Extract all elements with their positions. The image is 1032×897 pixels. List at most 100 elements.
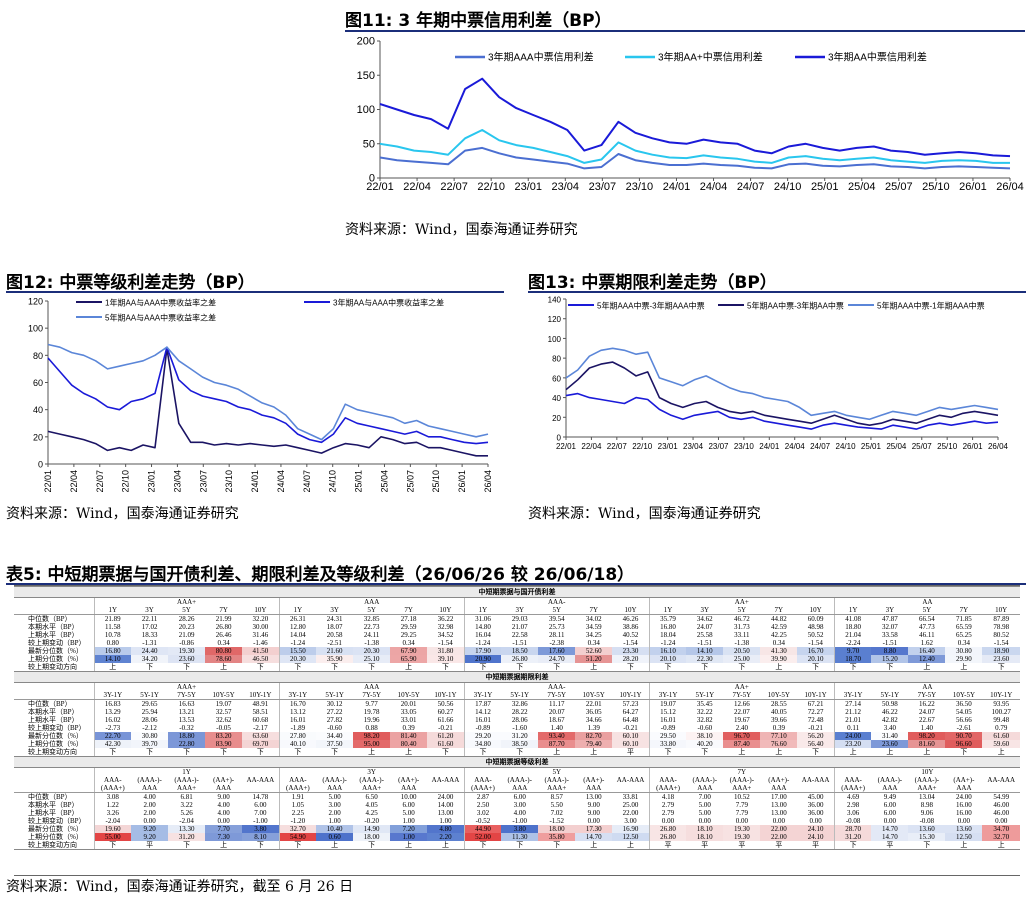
table5-section-2-cell: 87.70	[538, 740, 576, 748]
table5-section-3-cell: 9.00	[217, 792, 230, 801]
table5-section-1-cell: 0.34	[957, 639, 971, 647]
table5-section-1-cell: 22.58	[511, 631, 528, 639]
table5-section-3-cell: 2.00	[143, 809, 156, 817]
table5-section-2-cell: 61.60	[427, 740, 465, 748]
table5-section-3-cell: 7.02	[550, 809, 563, 817]
table5-section-2-cell: -0.60	[697, 724, 713, 732]
table5-title-rule	[6, 583, 1026, 585]
table5-section-2-row-1: 中位数（BP） 16.83 29.65 16.63 19.07 48.91 16.70 30.…	[14, 699, 1020, 708]
table5-section-2-group-5: AA	[833, 682, 1020, 691]
fig12-x-tick-label: 22/01	[43, 470, 53, 493]
table5-section-1-cell: 下	[612, 663, 650, 672]
table5-section-1-cell: 21.04	[833, 631, 872, 639]
table5-section-3-cell: 上	[612, 841, 650, 850]
table5-section-2-cell: 下	[316, 748, 354, 757]
table5-section-3-group-3: 5Y	[463, 767, 650, 776]
table5-section-2-cell: 83.20	[205, 732, 243, 740]
fig11-x-tick-label: 23/04	[552, 181, 580, 193]
fig13-x-tick-label: 23/04	[683, 442, 704, 451]
table5-section-2-cell: 32.86	[511, 699, 528, 708]
table5-section-2-cell: 16.22	[919, 699, 935, 708]
table5-section-3-cell: 3.00	[513, 801, 526, 809]
table5-section-2-cell: 19.96	[363, 716, 380, 724]
fig11-x-tick-label: 25/01	[811, 181, 839, 193]
table5-section-3-cell: 16.90	[612, 825, 650, 833]
table5-section-1-cell: 12.80	[278, 623, 317, 631]
table5-section-3-corner	[14, 768, 94, 777]
table5-section-3-cell: 3.08	[93, 792, 132, 801]
table5-section-1-cell: 39.54	[548, 614, 565, 623]
table5: 中短期票据与国开债利差 AAA+ AAA AAA- AA+ AA 1Y 3Y 5Y 7Y 10Y 1Y…	[14, 585, 1020, 876]
table5-section-1-cell: 46.11	[919, 631, 935, 639]
table5-section-1-cell: 下	[686, 663, 724, 672]
table5-section-1-group-1: AAA+	[93, 597, 280, 606]
table5-section-1-colhead: 7Y	[760, 606, 798, 615]
fig13-series-3-line	[565, 347, 999, 421]
table5-section-1-row-2: 本期水平（BP） 11.58 17.02 20.23 26.80 30.00 12.80 18…	[14, 623, 1020, 631]
table5-section-2-cell: 30.12	[326, 699, 343, 708]
table5-section-1-cell: 下	[131, 663, 169, 672]
table5-section-2-cell: 32.82	[696, 716, 713, 724]
table5-section-3-cell: 9.20	[131, 833, 169, 841]
table5-section-1-cell: 16.70	[797, 647, 835, 655]
table5-section-1-row-label: 较上期变动（BP）	[28, 639, 86, 647]
table5-section-1-cell: 下	[538, 663, 576, 672]
table5-section-2-colhead-row: 3Y-1Y 5Y-1Y 7Y-5Y 10Y-5Y 10Y-1Y 3Y-1Y 5Y-1Y 7Y-…	[14, 691, 1020, 700]
table5-section-1-cell: 0.34	[772, 639, 785, 647]
fig11-title: 图11: 3 年期中票信用利差（BP）	[345, 11, 612, 31]
table5-section-3-colhead: (AAA+)	[93, 784, 132, 793]
table5-section-1-cell: 下	[797, 663, 835, 672]
table5-section-3-cell: 7.00	[254, 809, 267, 817]
table5-section-1-cell: 35.90	[316, 655, 354, 663]
table5-section-1-cell: 78.98	[993, 623, 1010, 631]
table5-section-3-colhead: (AAA+)	[833, 784, 872, 793]
table5-section-1-cell: 18.90	[982, 647, 1020, 655]
table5-section-2-colhead: 7Y-5Y	[908, 691, 946, 700]
table5-section-3-row-label: 较上期变动方向	[14, 841, 95, 850]
fig12-legend-label-3: 5年期AA与AAA中票收益率之差	[105, 313, 216, 323]
table5-section-2-cell: 50.56	[437, 699, 454, 708]
table5-section-1-group-3: AAA-	[463, 597, 650, 606]
table5-section-3-cell: 3.26	[93, 809, 132, 817]
table5-section-2-cell: 11.17	[548, 699, 565, 708]
fig12-y-tick-label: 100	[28, 324, 43, 334]
table5-section-3-colhead: AA-AAA	[246, 776, 275, 784]
table5-section-1-colhead: 5Y	[538, 606, 576, 615]
fig11-source: 资料来源：Wind，国泰海通证券研究	[345, 222, 578, 238]
table5-section-3-cell: 22.00	[760, 825, 798, 833]
table5-section-2-cell: 下	[131, 748, 169, 757]
table5-section-1-cell: 46.72	[733, 614, 750, 623]
table5-section-1-cell: 34.02	[585, 614, 602, 623]
fig13-series-1-line	[565, 392, 999, 430]
table5-section-1-row-label: 上期水平（BP）	[28, 631, 79, 639]
table5-section-1-cell: -1.38	[734, 639, 750, 647]
table5-section-3-cell: 8.57	[550, 792, 563, 801]
table5-section-2-cell: 67.21	[807, 699, 824, 708]
table5-section-2-cell: 36.05	[585, 708, 602, 716]
table5-section-1-cell: 25.58	[696, 631, 713, 639]
table5-section-1-cell: -1.54	[438, 639, 453, 647]
table5-section-2-row-label: 较上期变动方向	[14, 748, 95, 757]
fig12-x-tick-label: 23/07	[198, 470, 208, 493]
table5-section-1-cell: 17.02	[141, 623, 158, 631]
table5-section-2-cell: 61.60	[982, 732, 1020, 740]
table5-section-2-colhead: 3Y-1Y	[93, 691, 132, 700]
table5-section-3-cell: 4.05	[365, 801, 378, 809]
table5-section-3-cell: 下	[242, 841, 280, 850]
fig12-x-tick-label: 25/10	[431, 470, 441, 493]
table5-section-1-cell: -2.38	[549, 639, 565, 647]
table5-section-3-cell: 33.81	[622, 792, 639, 801]
table5-section-2-cell: 81.60	[908, 740, 946, 748]
table5-grid: 中短期票据与国开债利差 AAA+ AAA AAA- AA+ AA 1Y 3Y 5Y 7Y 10Y 1Y…	[14, 586, 1020, 850]
table5-section-3-row-label: 最新分位数（%）	[28, 825, 83, 833]
table5-section-2-cell: 81.40	[390, 732, 428, 740]
table5-section-3-cell: 平	[648, 841, 687, 850]
table5-source: 资料来源：Wind，国泰海通证券研究，截至 6 月 26 日	[6, 879, 354, 895]
table5-section-2-cell: 60.10	[612, 740, 650, 748]
table5-section-2-cell: 93.95	[993, 699, 1010, 708]
table5-section-1-cell: 18.33	[141, 631, 158, 639]
table5-section-3-cell: 18.00	[353, 833, 391, 841]
table5-section-3-cell: -2.04	[179, 817, 194, 825]
fig11-series-3-line	[379, 77, 1011, 158]
table5-section-3-colhead: AAA-	[463, 776, 502, 784]
